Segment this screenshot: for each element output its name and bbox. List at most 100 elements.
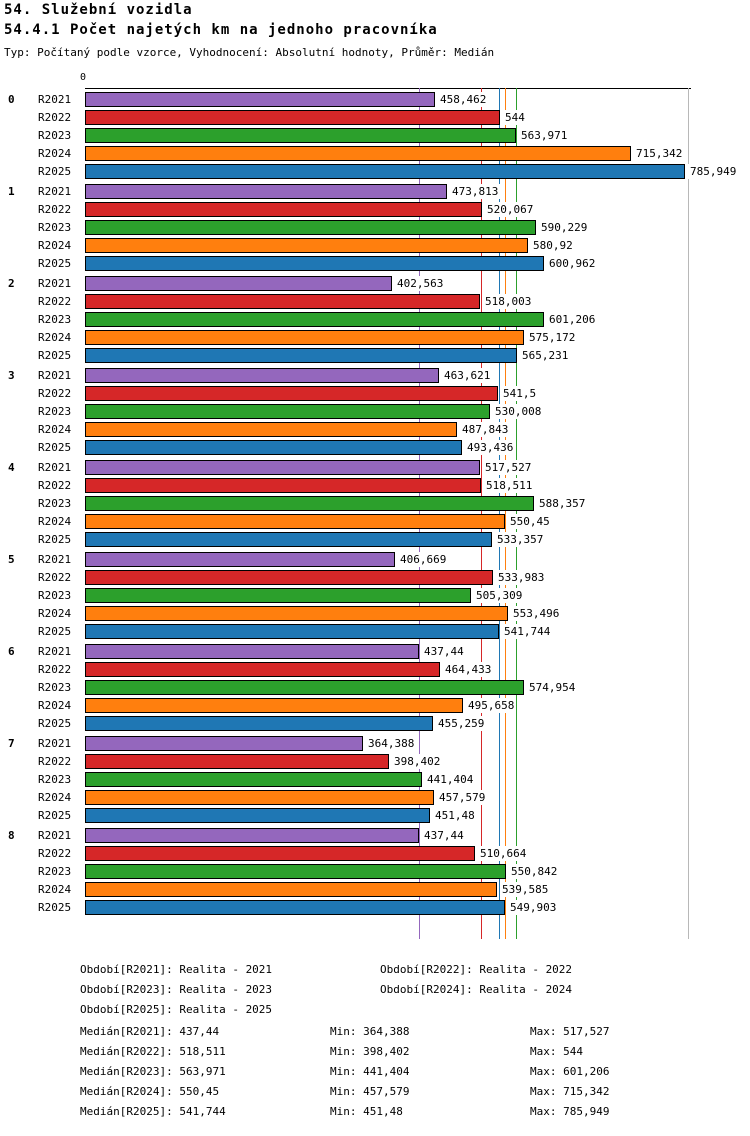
value-label: 493,436 [465, 440, 516, 455]
bar-R2025 [85, 900, 505, 915]
value-label: 464,433 [443, 662, 494, 677]
series-label: R2022 [38, 755, 72, 768]
series-label: R2022 [38, 847, 72, 860]
bar-R2025 [85, 624, 499, 639]
bar-row: R2022 518,511 [0, 478, 750, 493]
stat-max: Max: 715,342 [530, 1085, 610, 1098]
bar-R2021 [85, 736, 364, 751]
bar-R2024 [85, 422, 458, 437]
stat-row: Medián[R2025]: 541,744 Min: 451,48 Max: 78… [0, 1104, 750, 1124]
stat-max: Max: 517,527 [530, 1025, 610, 1038]
value-label: 457,579 [437, 790, 488, 805]
bar-R2025 [85, 716, 433, 731]
value-label: 539,585 [500, 882, 551, 897]
bar-group-0: 0 R2021 458,462 R2022 544 R2023 563,971 R2024 71… [0, 92, 750, 179]
series-label: R2023 [38, 773, 72, 786]
stat-median: Medián[R2022]: 518,511 [80, 1045, 226, 1058]
bar-R2021 [85, 184, 447, 199]
bar-R2025 [85, 808, 430, 823]
legend-entry: Období[R2022]: Realita - 2022 [380, 963, 573, 976]
bar-R2025 [85, 348, 517, 363]
series-label: R2021 [38, 461, 72, 474]
value-label: 398,402 [392, 754, 443, 769]
bar-R2024 [85, 238, 529, 253]
median-line-R2024 [505, 88, 506, 939]
bar-R2021 [85, 828, 419, 843]
stat-median: Medián[R2025]: 541,744 [80, 1105, 226, 1118]
series-label: R2023 [38, 497, 72, 510]
bar-row: R2024 580,92 [0, 238, 750, 253]
value-label: 437,44 [422, 644, 466, 659]
bar-row: R2024 575,172 [0, 330, 750, 345]
value-label: 441,404 [425, 772, 476, 787]
value-label: 600,962 [547, 256, 598, 271]
stat-min: Min: 398,402 [330, 1045, 410, 1058]
bar-R2021 [85, 552, 396, 567]
bar-row: 0 R2021 458,462 [0, 92, 750, 107]
series-label: R2024 [38, 515, 72, 528]
group-label: 0 [8, 93, 15, 106]
series-label: R2025 [38, 901, 72, 914]
value-label: 458,462 [438, 92, 489, 107]
value-label: 520,067 [485, 202, 536, 217]
bar-R2024 [85, 882, 497, 897]
value-label: 455,259 [436, 716, 487, 731]
series-label: R2024 [38, 607, 72, 620]
value-label: 550,45 [508, 514, 552, 529]
bar-R2023 [85, 588, 471, 603]
series-label: R2021 [38, 93, 72, 106]
value-label: 533,357 [495, 532, 546, 547]
bar-row: 1 R2021 473,813 [0, 184, 750, 199]
bar-R2024 [85, 698, 464, 713]
series-label: R2024 [38, 883, 72, 896]
bar-groups: 0 R2021 458,462 R2022 544 R2023 563,971 R2024 71… [0, 92, 750, 920]
stat-min: Min: 364,388 [330, 1025, 410, 1038]
value-label: 541,5 [501, 386, 539, 401]
bar-R2025 [85, 440, 462, 455]
bar-R2022 [85, 662, 440, 677]
legend-entry: Období[R2025]: Realita - 2025 [80, 1003, 273, 1016]
group-label: 6 [8, 645, 15, 658]
bar-group-8: 8 R2021 437,44 R2022 510,664 R2023 550,842 R202… [0, 828, 750, 915]
bar-row: 2 R2021 402,563 [0, 276, 750, 291]
median-line-R2022 [481, 88, 482, 939]
bar-row: R2023 574,954 [0, 680, 750, 695]
bar-row: 4 R2021 517,527 [0, 460, 750, 475]
bar-row: R2022 510,664 [0, 846, 750, 861]
bar-row: R2022 520,067 [0, 202, 750, 217]
value-label: 715,342 [634, 146, 685, 161]
bar-R2022 [85, 202, 483, 217]
series-label: R2023 [38, 865, 72, 878]
x-axis-origin-label: 0 [80, 72, 87, 83]
legend-row: Období[R2023]: Realita - 2023 Období[R202… [0, 982, 750, 1002]
bar-R2023 [85, 128, 516, 143]
bar-row: 6 R2021 437,44 [0, 644, 750, 659]
series-label: R2021 [38, 185, 72, 198]
group-label: 8 [8, 829, 15, 842]
bar-group-7: 7 R2021 364,388 R2022 398,402 R2023 441,404 R20… [0, 736, 750, 823]
bar-R2022 [85, 570, 493, 585]
bar-row: R2023 530,008 [0, 404, 750, 419]
bar-R2022 [85, 294, 481, 309]
bar-row: 8 R2021 437,44 [0, 828, 750, 843]
bar-row: R2024 457,579 [0, 790, 750, 805]
bar-row: R2022 398,402 [0, 754, 750, 769]
series-label: R2024 [38, 239, 72, 252]
legend-row: Období[R2025]: Realita - 2025 [0, 1002, 750, 1022]
bar-R2025 [85, 164, 685, 179]
bar-row: R2025 455,259 [0, 716, 750, 731]
legend-entry: Období[R2024]: Realita - 2024 [380, 983, 573, 996]
value-label: 553,496 [511, 606, 562, 621]
series-label: R2025 [38, 717, 72, 730]
series-label: R2023 [38, 405, 72, 418]
value-label: 364,388 [366, 736, 417, 751]
indicator-title: 54.4.1 Počet najetých km na jednoho prac… [4, 22, 438, 38]
series-label: R2021 [38, 553, 72, 566]
value-label: 533,983 [496, 570, 547, 585]
x-axis-end-gridline [688, 88, 689, 939]
bar-row: R2025 451,48 [0, 808, 750, 823]
bar-row: R2022 464,433 [0, 662, 750, 677]
bar-R2024 [85, 790, 435, 805]
bar-row: R2023 505,309 [0, 588, 750, 603]
bar-row: 3 R2021 463,621 [0, 368, 750, 383]
